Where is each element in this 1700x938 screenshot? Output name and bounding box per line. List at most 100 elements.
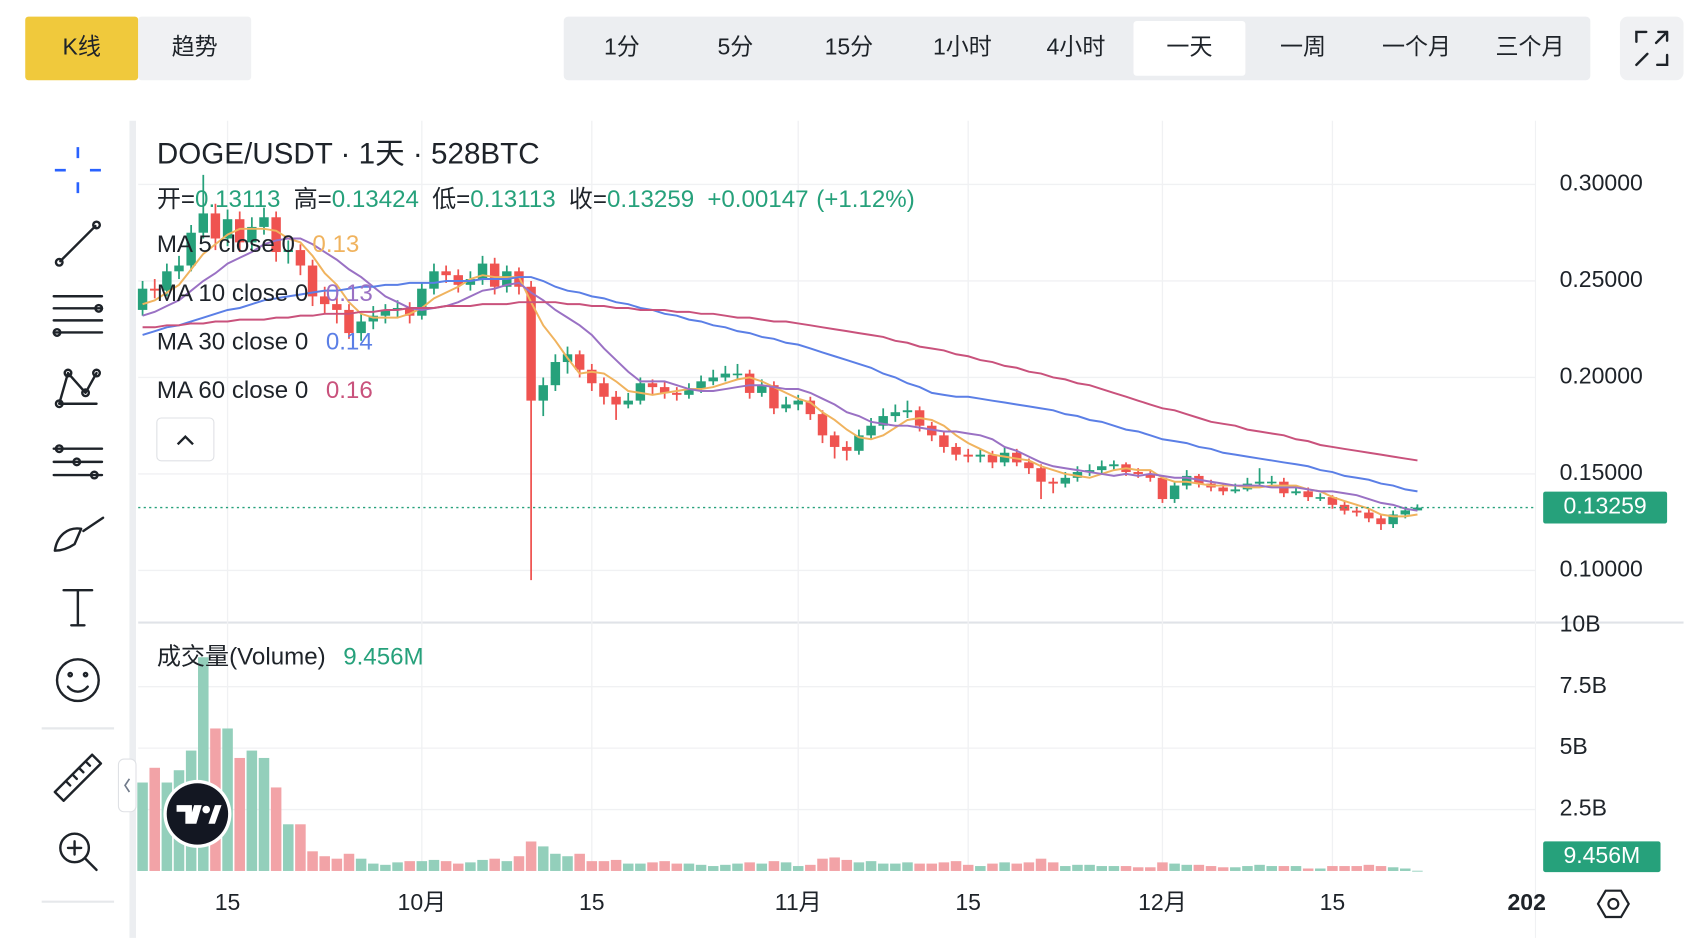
zoom-tool[interactable] bbox=[59, 832, 98, 872]
candle-body bbox=[987, 454, 998, 463]
mode-label[interactable]: K线 bbox=[63, 33, 101, 59]
volume-tick-label: 5B bbox=[1560, 733, 1588, 759]
volume-bar bbox=[683, 863, 695, 871]
interval-label[interactable]: 一天 bbox=[1166, 33, 1212, 59]
candle-body bbox=[247, 226, 257, 243]
interval-label[interactable]: 4小时 bbox=[1047, 33, 1106, 59]
volume-tick-label: 2.5B bbox=[1560, 795, 1607, 821]
ma-legend-value: 0.14 bbox=[326, 328, 373, 355]
mode-button[interactable] bbox=[25, 16, 139, 81]
x-tick-label: 15 bbox=[1320, 889, 1346, 915]
ma-legend-name: MA 5 close 0 bbox=[157, 231, 295, 258]
candle-body bbox=[878, 416, 888, 426]
fib-tool[interactable] bbox=[52, 444, 104, 480]
emoji-tool[interactable] bbox=[55, 658, 100, 703]
volume-bar bbox=[465, 862, 476, 871]
candle-body bbox=[793, 400, 803, 405]
candle-body bbox=[417, 288, 427, 316]
volume-bar bbox=[258, 757, 270, 871]
candle-body bbox=[1024, 462, 1034, 469]
interval-label[interactable]: 三个月 bbox=[1495, 33, 1564, 59]
volume-bar bbox=[1351, 866, 1362, 871]
volume-bar bbox=[1181, 864, 1192, 871]
volume-bar bbox=[950, 861, 962, 871]
interval-label[interactable]: 一个月 bbox=[1382, 33, 1451, 59]
volume-bar bbox=[805, 864, 816, 871]
candle-body bbox=[1036, 468, 1046, 482]
candle-body bbox=[332, 304, 342, 310]
channel-tool[interactable] bbox=[52, 295, 104, 337]
candle-body bbox=[283, 250, 293, 253]
interval-bar bbox=[563, 16, 1591, 81]
mode-label[interactable]: 趋势 bbox=[172, 33, 218, 59]
candle-body bbox=[441, 271, 451, 276]
collapse-handle[interactable] bbox=[117, 758, 137, 813]
panel-border bbox=[129, 120, 136, 938]
last-price-box bbox=[1543, 491, 1668, 524]
interval-label[interactable]: 5分 bbox=[717, 33, 753, 59]
candle-body bbox=[1097, 466, 1107, 471]
chart-title: DOGE/USDT · 1天 · 528BTC bbox=[157, 138, 540, 171]
candle-body bbox=[1315, 497, 1326, 499]
ruler-tool[interactable] bbox=[53, 753, 103, 802]
volume-bar bbox=[720, 864, 731, 871]
interval-label[interactable]: 1分 bbox=[604, 33, 640, 59]
candle-body bbox=[1230, 489, 1241, 492]
candle-body bbox=[1133, 472, 1143, 474]
legend-collapse-button[interactable] bbox=[156, 417, 215, 462]
candle-body bbox=[672, 392, 682, 395]
candle-body bbox=[708, 377, 718, 382]
ma-legend-name: MA 60 close 0 bbox=[157, 377, 308, 404]
volume-bar bbox=[234, 757, 245, 871]
interval-active[interactable] bbox=[1133, 20, 1246, 76]
volume-bar bbox=[987, 863, 998, 871]
interval-label[interactable]: 1小时 bbox=[933, 33, 992, 59]
candle-body bbox=[271, 217, 281, 253]
candle-body bbox=[1254, 481, 1265, 484]
candle-body bbox=[890, 412, 901, 417]
crosshair-tool[interactable] bbox=[54, 147, 101, 194]
fullscreen-button[interactable] bbox=[1619, 16, 1684, 81]
volume-bar bbox=[1060, 866, 1071, 871]
candle-body bbox=[1145, 473, 1156, 478]
volume-bar bbox=[659, 861, 670, 871]
interval-label[interactable]: 一周 bbox=[1280, 33, 1326, 59]
brush-tool[interactable] bbox=[53, 516, 105, 552]
text-tool[interactable] bbox=[62, 588, 94, 627]
mode-button[interactable] bbox=[138, 16, 252, 81]
ohlc-label: 收= bbox=[569, 186, 607, 213]
x-tick-label: 12月 bbox=[1138, 889, 1187, 915]
candle-body bbox=[307, 265, 318, 297]
x-tick-label: 10月 bbox=[398, 889, 447, 915]
candle-body bbox=[295, 250, 306, 266]
volume-bar bbox=[1266, 866, 1277, 871]
candle-body bbox=[1048, 481, 1058, 484]
volume-bar bbox=[1339, 866, 1350, 871]
candle-body bbox=[1303, 491, 1313, 498]
candle-body bbox=[829, 435, 840, 447]
volume-bar bbox=[1327, 866, 1338, 871]
volume-bar bbox=[598, 861, 610, 871]
candle-body bbox=[380, 309, 391, 316]
volume-bar bbox=[550, 853, 561, 871]
volume-bar bbox=[477, 859, 488, 871]
pattern-tool[interactable] bbox=[54, 368, 102, 409]
settings-button[interactable] bbox=[1596, 889, 1630, 919]
volume-bar bbox=[635, 863, 646, 871]
candle-body bbox=[356, 321, 366, 334]
ohlc-value: 0.13259 bbox=[607, 186, 694, 213]
ohlc-value: 0.13113 bbox=[195, 186, 280, 213]
axes: 0.30000 0.25000 0.20000 0.15000 0.10000 10B 7.… bbox=[138, 170, 1668, 915]
volume-bar bbox=[295, 824, 306, 871]
y-tick-label: 0.30000 bbox=[1560, 170, 1643, 196]
candle-body bbox=[319, 296, 330, 305]
change-value: +0.00147 bbox=[707, 186, 808, 213]
candle-body bbox=[866, 425, 876, 436]
trendline-tool[interactable] bbox=[54, 220, 102, 267]
candle-body bbox=[162, 271, 172, 291]
ma-line bbox=[142, 301, 1418, 462]
volume-bar bbox=[962, 864, 974, 871]
volume-bar bbox=[671, 863, 683, 871]
interval-label[interactable]: 15分 bbox=[825, 33, 874, 59]
